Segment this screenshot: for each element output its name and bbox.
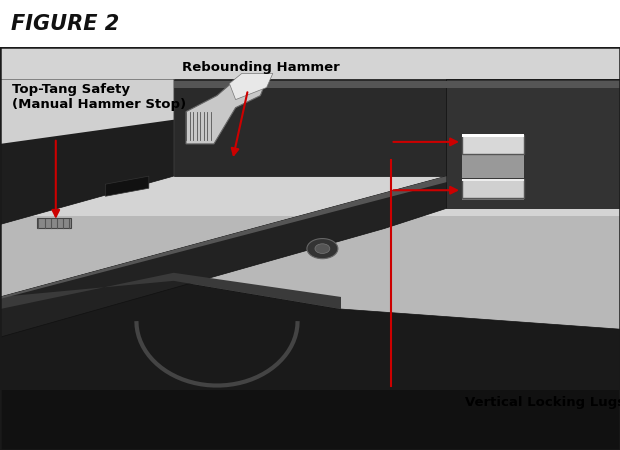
Bar bbox=[174, 80, 620, 176]
Bar bbox=[462, 134, 524, 137]
Bar bbox=[446, 80, 620, 208]
Polygon shape bbox=[0, 281, 620, 450]
Polygon shape bbox=[0, 176, 446, 299]
Circle shape bbox=[315, 244, 330, 253]
Bar bbox=[462, 197, 524, 200]
Polygon shape bbox=[0, 80, 174, 225]
Text: Vertical Locking Lugs: Vertical Locking Lugs bbox=[465, 396, 620, 409]
Polygon shape bbox=[0, 80, 174, 144]
Circle shape bbox=[307, 238, 338, 259]
FancyBboxPatch shape bbox=[462, 135, 524, 154]
Bar bbox=[0, 47, 620, 216]
Polygon shape bbox=[0, 273, 341, 309]
Text: Rebounding Hammer: Rebounding Hammer bbox=[182, 61, 339, 74]
Bar bbox=[0, 216, 620, 450]
Bar bbox=[174, 81, 620, 87]
Text: Top-Tang Safety
(Manual Hammer Stop): Top-Tang Safety (Manual Hammer Stop) bbox=[12, 84, 187, 112]
Text: FIGURE 2: FIGURE 2 bbox=[11, 14, 120, 34]
Bar bbox=[37, 218, 71, 229]
Bar bbox=[462, 155, 524, 178]
Polygon shape bbox=[229, 73, 273, 99]
Bar bbox=[462, 179, 524, 181]
Bar bbox=[0, 390, 620, 450]
Polygon shape bbox=[186, 80, 267, 144]
FancyBboxPatch shape bbox=[462, 179, 524, 198]
Bar bbox=[462, 153, 524, 156]
Polygon shape bbox=[105, 176, 149, 196]
Polygon shape bbox=[0, 176, 446, 337]
